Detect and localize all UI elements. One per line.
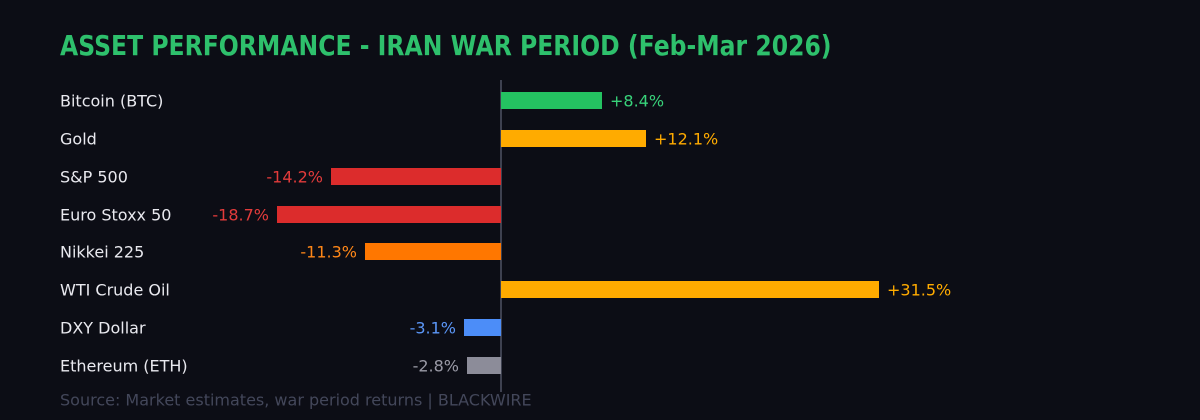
value-label: +31.5% <box>887 280 952 300</box>
value-label: +12.1% <box>654 129 719 149</box>
bar <box>331 168 501 185</box>
asset-label: Gold <box>60 129 97 149</box>
asset-label: Bitcoin (BTC) <box>60 91 164 111</box>
bar <box>277 206 501 223</box>
value-label: -14.2% <box>266 167 323 187</box>
bar <box>464 319 501 336</box>
bar <box>501 92 602 109</box>
asset-label: S&P 500 <box>60 167 128 187</box>
asset-label: WTI Crude Oil <box>60 280 170 300</box>
bar <box>501 130 646 147</box>
value-label: -3.1% <box>409 318 456 338</box>
chart-title: ASSET PERFORMANCE - IRAN WAR PERIOD (Feb… <box>60 29 832 62</box>
asset-label: Ethereum (ETH) <box>60 356 188 376</box>
asset-label: Nikkei 225 <box>60 242 145 262</box>
asset-label: DXY Dollar <box>60 318 146 338</box>
value-label: +8.4% <box>610 91 665 111</box>
bar <box>501 281 879 298</box>
source-note: Source: Market estimates, war period ret… <box>60 390 532 410</box>
bar <box>467 357 501 374</box>
bar <box>365 243 501 260</box>
zero-axis-line <box>500 80 502 392</box>
value-label: -18.7% <box>212 205 269 225</box>
asset-label: Euro Stoxx 50 <box>60 205 172 225</box>
value-label: -2.8% <box>412 356 459 376</box>
value-label: -11.3% <box>300 242 357 262</box>
